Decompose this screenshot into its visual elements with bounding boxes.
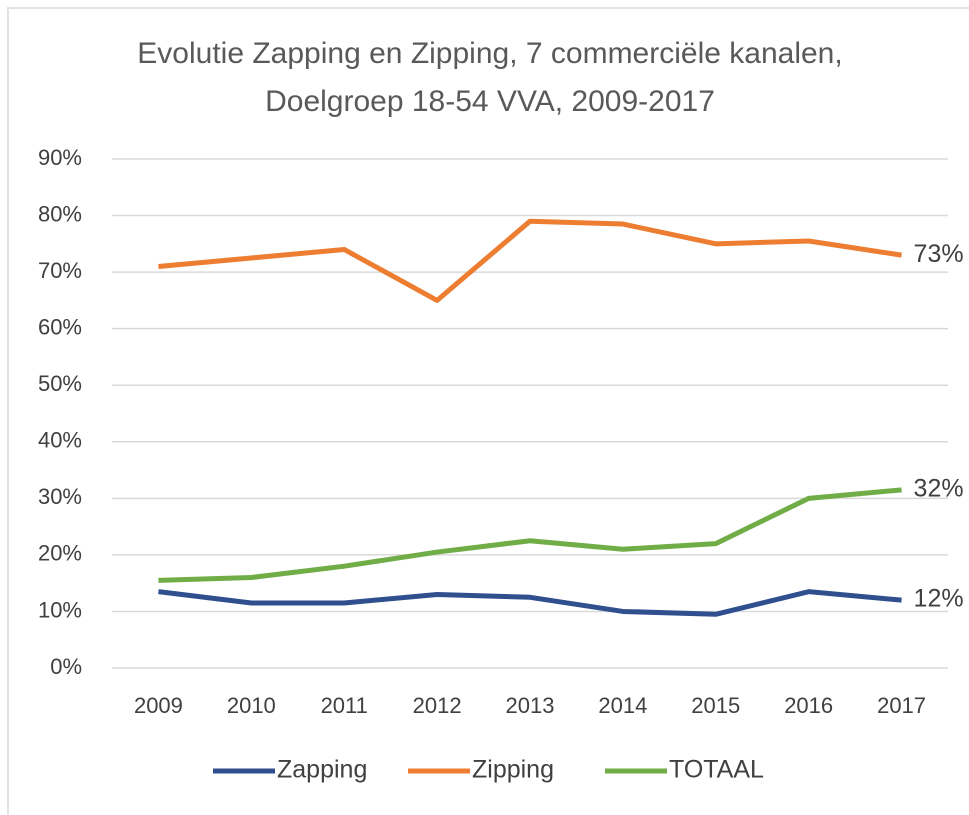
y-tick-label: 50% <box>38 371 82 396</box>
x-tick-label: 2014 <box>598 693 647 718</box>
x-tick-label: 2016 <box>784 693 833 718</box>
x-tick-label: 2015 <box>691 693 740 718</box>
y-tick-label: 0% <box>50 654 82 679</box>
chart-title: Evolutie Zapping en Zipping, 7 commercië… <box>137 37 843 118</box>
x-tick-label: 2009 <box>134 693 183 718</box>
legend-label: Zapping <box>277 756 367 784</box>
data-label: 73% <box>914 240 964 268</box>
chart-border <box>7 7 969 815</box>
x-tick-label: 2011 <box>321 693 368 718</box>
y-tick-label: 10% <box>38 597 82 622</box>
y-tick-label: 80% <box>38 201 82 226</box>
y-tick-label: 60% <box>38 314 82 339</box>
legend-label: TOTAAL <box>669 756 764 784</box>
data-label: 12% <box>914 585 964 613</box>
legend-label: Zipping <box>472 756 554 784</box>
series-line <box>158 589 902 617</box>
x-tick-label: 2012 <box>413 693 462 718</box>
series-line <box>158 218 902 303</box>
y-tick-label: 40% <box>38 428 82 453</box>
x-tick-label: 2017 <box>877 693 926 718</box>
x-tick-label: 2010 <box>227 693 276 718</box>
data-label: 32% <box>914 474 964 502</box>
y-tick-label: 20% <box>38 541 82 566</box>
y-tick-label: 70% <box>38 258 82 283</box>
x-tick-label: 2013 <box>506 693 555 718</box>
y-tick-label: 30% <box>38 484 82 509</box>
y-tick-label: 90% <box>38 145 82 170</box>
series-line <box>158 487 902 583</box>
